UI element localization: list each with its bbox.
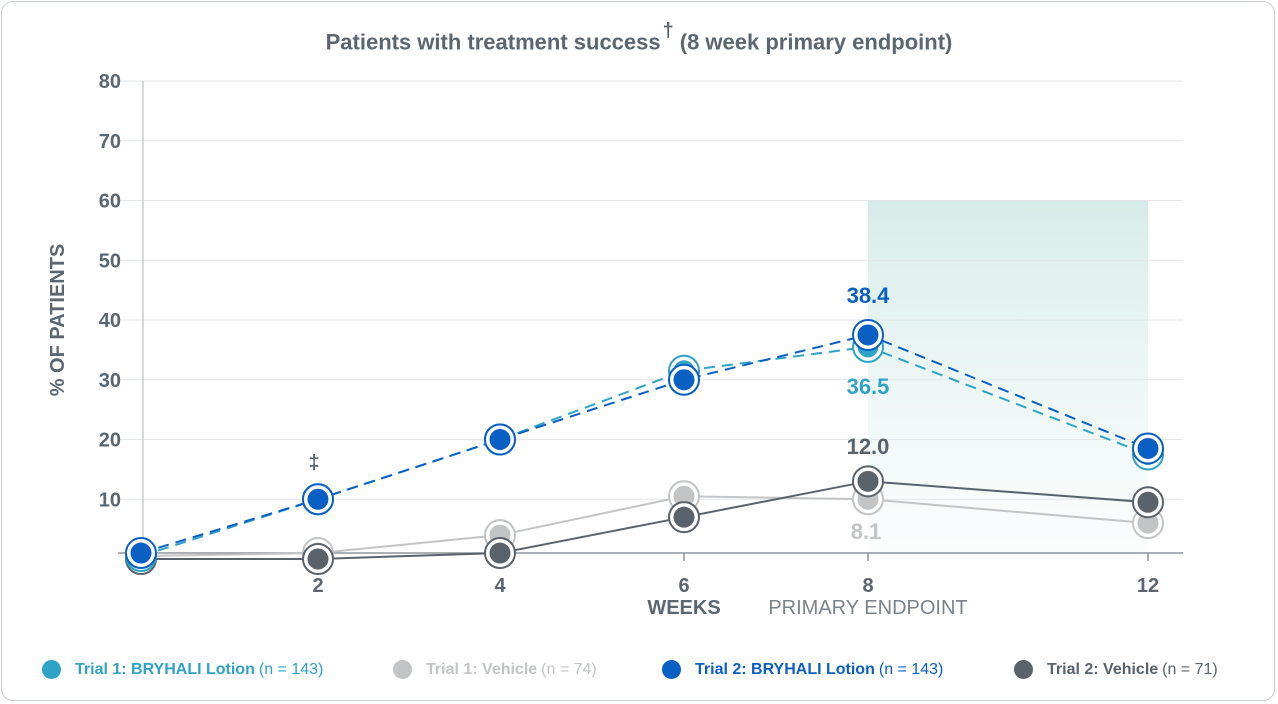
- data-point-trial-2-bryhali-lotion-week-6: [668, 363, 700, 396]
- x-tick-label-6: 6: [678, 575, 689, 597]
- legend-swatch: [393, 660, 412, 679]
- footnote-mark: ‡: [308, 452, 319, 474]
- legend-sample-size: (n = 71): [1162, 660, 1218, 678]
- x-tick-label-4: 4: [494, 575, 506, 597]
- chart-title-suffix: (8 week primary endpoint): [679, 29, 953, 55]
- y-tick-label-50: 50: [99, 250, 121, 272]
- y-tick-label-40: 40: [99, 310, 121, 332]
- data-point-trial-2-bryhali-lotion-week-12: [1132, 432, 1164, 465]
- data-point-dot: [130, 542, 152, 564]
- legend-item-trial-2-bryhali-lotion: Trial 2: BRYHALI Lotion (n = 143): [662, 660, 943, 679]
- legend-label: Trial 1: BRYHALI Lotion: [75, 660, 255, 678]
- legend-swatch: [42, 660, 61, 679]
- legend-item-trial-1-bryhali-lotion: Trial 1: BRYHALI Lotion (n = 143): [42, 660, 323, 679]
- data-point-trial-2-bryhali-lotion-week-0: [125, 537, 157, 570]
- x-tick-label-12: 12: [1137, 575, 1159, 597]
- data-point-dot: [857, 324, 879, 346]
- legend-item-trial-2-vehicle: Trial 2: Vehicle (n = 71): [1014, 660, 1218, 679]
- data-point-dot: [1137, 437, 1159, 459]
- data-point-trial-2-bryhali-lotion-week-8: [852, 318, 884, 351]
- chart-title: Patients with treatment success † (8 week …: [0, 20, 1278, 55]
- value-label-38-4: 38.4: [847, 283, 891, 308]
- data-point-dot: [307, 488, 329, 510]
- legend-sample-size: (n = 143): [878, 660, 944, 678]
- x-axis-title: WEEKS: [647, 597, 720, 619]
- data-point-trial-2-vehicle-week-6: [668, 501, 700, 534]
- series-line-trial-2-vehicle: [141, 480, 1149, 560]
- data-point-trial-2-vehicle-week-2: [302, 543, 334, 575]
- series-line-trial-2-bryhali-lotion: [140, 333, 1149, 554]
- y-tick-label-20: 20: [99, 430, 121, 452]
- data-point-dot: [857, 470, 879, 492]
- x-tick-label-2: 2: [312, 575, 323, 597]
- data-point-dot: [673, 369, 695, 391]
- y-tick-label-70: 70: [99, 131, 121, 153]
- data-point-dot: [673, 506, 695, 528]
- data-point-trial-2-bryhali-lotion-week-4: [484, 423, 516, 456]
- y-tick-label-30: 30: [99, 370, 121, 392]
- data-point-trial-2-bryhali-lotion-week-2: [302, 483, 334, 516]
- legend-sample-size: (n = 74): [541, 660, 597, 678]
- chart-legend: Trial 1: BRYHALI Lotion (n = 143) Trial 1:…: [0, 660, 1278, 688]
- data-point-dot: [307, 548, 329, 570]
- value-label-36-5: 36.5: [847, 374, 890, 399]
- data-point-dot: [1137, 512, 1159, 534]
- value-label-8-1: 8.1: [851, 519, 882, 544]
- legend-label: Trial 2: Vehicle: [1047, 660, 1159, 678]
- legend-swatch: [1014, 660, 1033, 679]
- value-label-12-0: 12.0: [847, 434, 890, 459]
- data-point-trial-2-vehicle-week-12: [1132, 486, 1164, 519]
- data-point-dot: [489, 429, 511, 450]
- primary-endpoint-label: PRIMARY ENDPOINT: [768, 597, 967, 619]
- legend-label: Trial 1: Vehicle: [426, 660, 538, 678]
- data-point-dot: [489, 542, 511, 564]
- series-line-trial-1-vehicle: [140, 495, 1149, 558]
- data-point-trial-2-vehicle-week-8: [852, 465, 884, 498]
- y-tick-label-60: 60: [99, 191, 121, 213]
- legend-sample-size: (n = 143): [258, 660, 324, 678]
- chart-title-mark: †: [662, 20, 674, 42]
- data-point-dot: [1137, 491, 1159, 513]
- y-tick-label-10: 10: [99, 489, 121, 511]
- data-point-trial-2-vehicle-week-4: [484, 537, 516, 570]
- chart-title-text: Patients with treatment success: [325, 29, 661, 55]
- legend-label: Trial 2: BRYHALI Lotion: [695, 660, 875, 678]
- x-tick-label-8: 8: [862, 575, 873, 597]
- legend-swatch: [662, 660, 681, 679]
- legend-item-trial-1-vehicle: Trial 1: Vehicle (n = 74): [393, 660, 597, 679]
- data-point-dot: [673, 485, 695, 507]
- y-tick-label-80: 80: [99, 71, 121, 93]
- y-axis-title: % OF PATIENTS: [47, 244, 69, 397]
